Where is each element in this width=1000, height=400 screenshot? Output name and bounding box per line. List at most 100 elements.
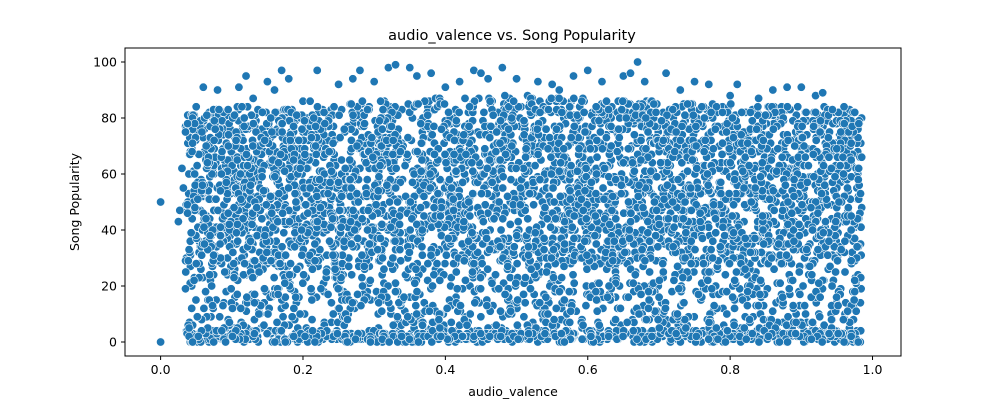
data-point	[713, 334, 723, 344]
data-point	[708, 236, 718, 246]
data-point	[237, 102, 247, 112]
data-point	[834, 197, 844, 207]
data-point	[309, 113, 319, 123]
data-point	[729, 200, 739, 210]
data-point	[640, 256, 650, 266]
data-point	[546, 93, 556, 103]
data-point	[503, 191, 513, 201]
data-point	[190, 169, 200, 179]
data-point	[592, 152, 602, 162]
data-point	[737, 107, 747, 117]
data-point	[774, 337, 784, 347]
data-point	[679, 298, 689, 308]
data-point	[814, 278, 824, 288]
data-point	[836, 127, 846, 137]
data-point	[193, 194, 203, 204]
data-point	[392, 312, 402, 322]
data-point	[552, 124, 562, 134]
data-point	[476, 273, 486, 283]
data-point	[769, 205, 779, 215]
data-point	[459, 130, 469, 140]
data-point	[262, 247, 272, 257]
data-point	[333, 284, 343, 294]
data-point	[367, 133, 377, 143]
data-point	[802, 177, 812, 187]
data-point	[215, 312, 225, 322]
data-point	[482, 301, 492, 311]
data-point	[285, 270, 295, 280]
data-point	[614, 124, 624, 134]
data-point	[745, 247, 755, 257]
data-point	[315, 203, 325, 213]
data-point	[412, 287, 422, 297]
data-point	[411, 264, 421, 274]
data-point	[460, 275, 470, 285]
data-point	[496, 225, 506, 235]
data-point	[412, 147, 422, 157]
data-point	[649, 197, 659, 207]
data-point	[597, 144, 607, 154]
data-point	[609, 236, 619, 246]
data-point	[549, 245, 559, 255]
data-point	[233, 236, 243, 246]
data-point	[711, 214, 721, 224]
data-point	[347, 298, 357, 308]
data-point	[495, 138, 505, 148]
data-point	[592, 306, 602, 316]
data-point	[707, 284, 717, 294]
data-point	[208, 301, 218, 311]
data-point	[378, 253, 388, 263]
data-point	[310, 239, 320, 249]
data-point	[232, 219, 242, 229]
data-point	[709, 200, 719, 210]
data-point	[444, 175, 454, 185]
data-point	[266, 113, 276, 123]
data-point	[852, 242, 862, 252]
data-point	[836, 245, 846, 255]
data-point	[594, 320, 604, 330]
data-point	[615, 303, 625, 313]
data-point	[652, 205, 662, 215]
data-point	[468, 267, 478, 277]
data-point	[688, 110, 698, 120]
data-point	[480, 144, 490, 154]
data-point	[546, 152, 556, 162]
data-point	[215, 239, 225, 249]
data-point	[681, 323, 691, 333]
data-point	[240, 259, 250, 269]
data-point	[384, 337, 394, 347]
data-point	[817, 337, 827, 347]
data-point	[623, 292, 633, 302]
data-point	[388, 253, 398, 263]
data-point	[795, 289, 805, 299]
data-point	[494, 197, 504, 207]
data-point	[395, 147, 405, 157]
data-point	[315, 175, 325, 185]
data-point	[601, 133, 611, 143]
data-point	[505, 219, 515, 229]
data-point	[631, 102, 641, 112]
data-point	[257, 214, 267, 224]
data-point	[273, 217, 283, 227]
data-point	[783, 135, 793, 145]
data-point	[695, 217, 705, 227]
data-point	[375, 116, 385, 126]
data-point	[730, 303, 740, 313]
data-point	[744, 161, 754, 171]
data-point	[386, 222, 396, 232]
data-point	[270, 337, 280, 347]
data-point	[227, 331, 237, 341]
data-point	[413, 337, 423, 347]
data-point	[388, 320, 398, 330]
data-point	[332, 329, 342, 339]
data-point	[353, 289, 363, 299]
data-point	[464, 197, 474, 207]
data-point	[722, 309, 732, 319]
data-point	[365, 275, 375, 285]
data-point	[521, 152, 531, 162]
data-point	[599, 194, 609, 204]
data-point	[801, 107, 811, 117]
data-point	[654, 275, 664, 285]
data-point	[708, 144, 718, 154]
